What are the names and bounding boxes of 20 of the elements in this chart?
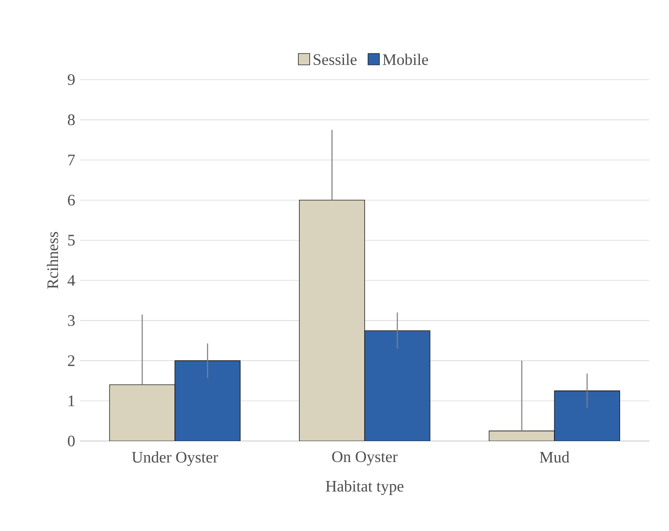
y-tick-label: 9 [68,74,75,86]
y-tick-label: 3 [68,315,75,326]
y-tick-label: 8 [68,114,75,126]
y-tick-label: 7 [68,154,75,166]
x-tick-label: Under Oyster [132,451,218,466]
legend-label: Mobile [382,54,428,65]
legend-label: Sessile [314,54,357,65]
bar [174,360,240,441]
x-tick-label: On Oyster [332,451,398,466]
x-axis-title: Habitat type [326,480,404,495]
y-tick-label: 5 [68,234,75,246]
y-tick-label: 6 [68,194,75,206]
y-tick-label: 4 [68,275,76,286]
y-tick-label: 1 [68,396,74,406]
y-tick-label: 2 [68,355,74,366]
x-tick-label: Mud [540,451,570,463]
y-axis-title: Rcihness [46,232,58,289]
bar [554,390,620,441]
bar [364,330,430,441]
y-tick-label: 0 [68,436,75,446]
